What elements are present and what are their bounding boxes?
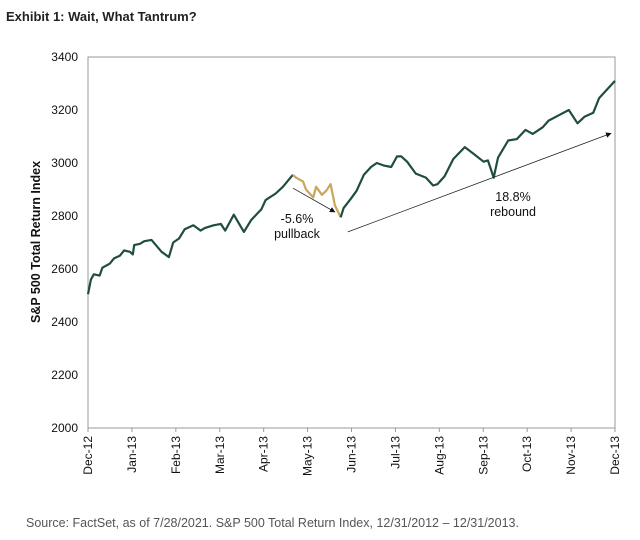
x-tick-label: Jun-13 xyxy=(345,436,359,473)
rebound-arrow xyxy=(347,132,612,233)
y-tick-label: 3400 xyxy=(51,50,78,64)
series-line-pullback xyxy=(292,174,342,218)
x-tick-label: Oct-13 xyxy=(520,436,534,472)
chart-title: Exhibit 1: Wait, What Tantrum? xyxy=(6,9,197,24)
y-tick-label: 3000 xyxy=(51,156,78,170)
pullback-label-line: -5.6% xyxy=(281,212,314,226)
source-note: Source: FactSet, as of 7/28/2021. S&P 50… xyxy=(26,516,519,530)
y-tick-label: 2000 xyxy=(51,421,78,435)
rebound-label: 18.8% rebound xyxy=(490,190,536,219)
x-tick-label: Mar-13 xyxy=(213,436,227,474)
series-line-main-0 xyxy=(86,174,294,295)
annotations: -5.6% pullback 18.8% rebound xyxy=(274,132,612,241)
x-tick-label: May-13 xyxy=(301,436,315,476)
x-tick-label: Jul-13 xyxy=(388,436,402,469)
pullback-label-line: pullback xyxy=(274,227,321,241)
y-axis: 2000 2200 2400 2600 2800 3000 3200 3400 xyxy=(51,50,78,435)
x-tick-label: Dec-12 xyxy=(81,436,95,475)
x-tick-label: Feb-13 xyxy=(169,436,183,474)
x-axis: Dec-12 Jan-13 Feb-13 Mar-13 Apr-13 May-13 Jun-… xyxy=(81,428,622,476)
y-tick-label: 2200 xyxy=(51,368,78,382)
x-tick-label: Jan-13 xyxy=(125,436,139,473)
y-axis-label: S&P 500 Total Return Index xyxy=(29,161,43,323)
plot-area-border xyxy=(87,56,616,429)
y-tick-label: 3200 xyxy=(51,103,78,117)
line-chart: 2000 2200 2400 2600 2800 3000 3200 3400 Dec-12 J… xyxy=(29,50,622,476)
pullback-label: -5.6% pullback xyxy=(274,212,321,241)
pullback-arrow xyxy=(292,187,336,213)
x-tick-label: Aug-13 xyxy=(432,436,446,475)
x-tick-label: Dec-13 xyxy=(608,436,622,475)
y-tick-label: 2800 xyxy=(51,209,78,223)
rebound-label-line: rebound xyxy=(490,205,536,219)
x-tick-label: Sep-13 xyxy=(476,436,490,475)
y-tick-label: 2400 xyxy=(51,315,78,329)
series-line-main-2 xyxy=(339,80,616,218)
x-tick-label: Apr-13 xyxy=(257,436,271,472)
y-tick-label: 2600 xyxy=(51,262,78,276)
x-tick-label: Nov-13 xyxy=(564,436,578,475)
series-lines xyxy=(86,80,616,295)
rebound-label-line: 18.8% xyxy=(495,190,530,204)
